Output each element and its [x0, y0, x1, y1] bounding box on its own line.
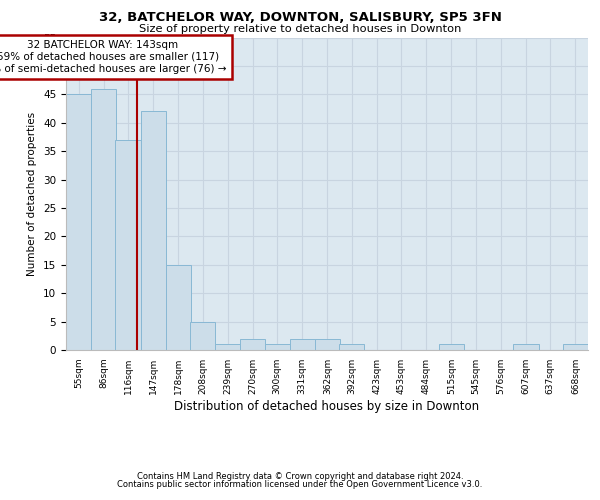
- Bar: [339, 344, 364, 350]
- Bar: [514, 344, 539, 350]
- Text: 32 BATCHELOR WAY: 143sqm
← 59% of detached houses are smaller (117)
38% of semi-: 32 BATCHELOR WAY: 143sqm ← 59% of detach…: [0, 40, 227, 74]
- X-axis label: Distribution of detached houses by size in Downton: Distribution of detached houses by size …: [175, 400, 479, 412]
- Bar: [140, 112, 166, 350]
- Text: Contains public sector information licensed under the Open Government Licence v3: Contains public sector information licen…: [118, 480, 482, 489]
- Bar: [240, 338, 265, 350]
- Bar: [166, 265, 191, 350]
- Bar: [115, 140, 140, 350]
- Bar: [290, 338, 315, 350]
- Bar: [563, 344, 588, 350]
- Bar: [215, 344, 240, 350]
- Text: Size of property relative to detached houses in Downton: Size of property relative to detached ho…: [139, 24, 461, 34]
- Y-axis label: Number of detached properties: Number of detached properties: [28, 112, 37, 276]
- Text: Contains HM Land Registry data © Crown copyright and database right 2024.: Contains HM Land Registry data © Crown c…: [137, 472, 463, 481]
- Bar: [315, 338, 340, 350]
- Bar: [190, 322, 215, 350]
- Bar: [439, 344, 464, 350]
- Bar: [91, 88, 116, 350]
- Text: 32, BATCHELOR WAY, DOWNTON, SALISBURY, SP5 3FN: 32, BATCHELOR WAY, DOWNTON, SALISBURY, S…: [98, 11, 502, 24]
- Bar: [265, 344, 290, 350]
- Bar: [66, 94, 91, 350]
